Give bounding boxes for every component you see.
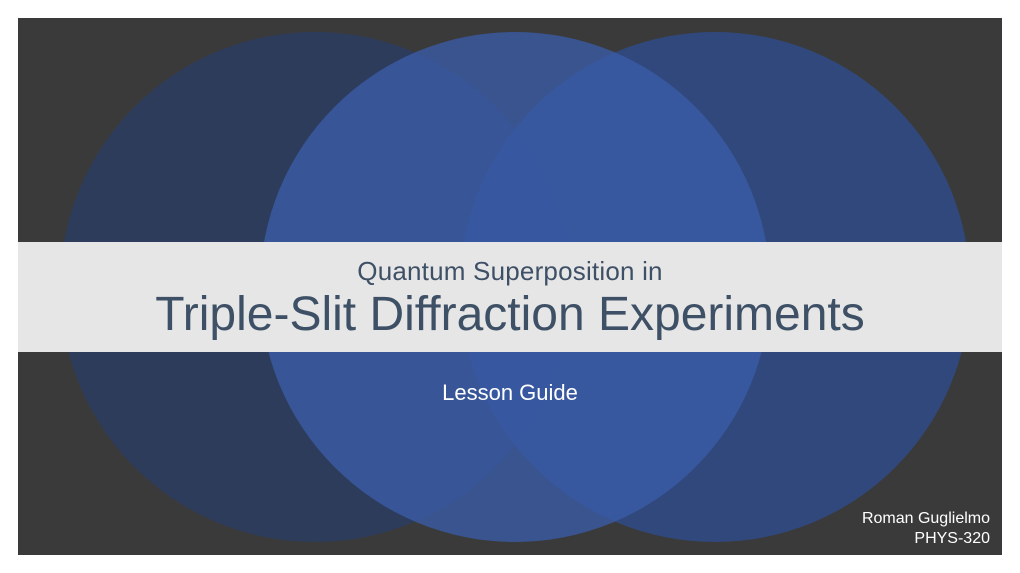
main-title: Triple-Slit Diffraction Experiments: [18, 289, 1002, 342]
title-band: Quantum Superposition in Triple-Slit Dif…: [18, 242, 1002, 352]
title-slide: Quantum Superposition in Triple-Slit Dif…: [0, 0, 1020, 573]
author-block: Roman Guglielmo PHYS-320: [862, 509, 990, 549]
pretitle: Quantum Superposition in: [18, 256, 1002, 287]
author-name: Roman Guglielmo: [862, 509, 990, 529]
course-code: PHYS-320: [862, 529, 990, 549]
subtitle: Lesson Guide: [18, 380, 1002, 406]
